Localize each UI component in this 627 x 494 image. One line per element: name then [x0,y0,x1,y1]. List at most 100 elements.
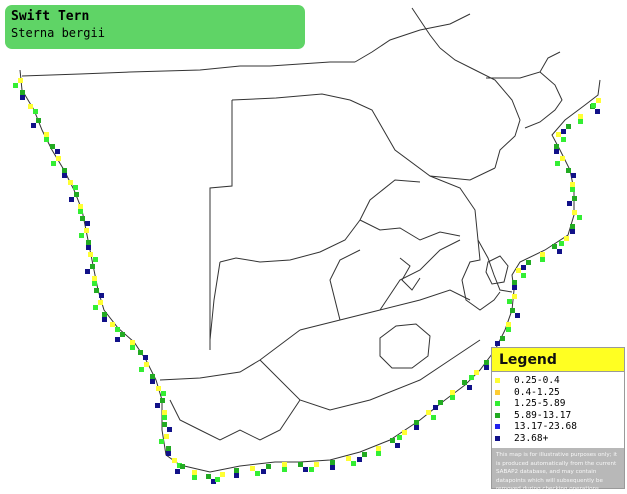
record-cell [55,149,60,154]
record-cell [155,403,160,408]
record-cell [130,340,135,345]
record-cell [572,196,577,201]
record-cell [376,446,381,451]
record-cell [255,471,260,476]
record-cell [552,244,557,249]
legend-label: 0.25-0.4 [514,375,560,387]
record-cell [450,395,455,400]
border-line [411,7,441,49]
record-cell [512,280,517,285]
record-cell [566,168,571,173]
border-line [439,47,521,169]
country-borders [19,7,601,473]
record-cell [566,124,571,129]
record-cell [161,391,166,396]
record-cell [557,249,562,254]
record-cell [395,443,400,448]
record-cell [74,192,79,197]
record-cell [298,462,303,467]
record-cell [180,464,185,469]
record-cell [206,474,211,479]
border-line [524,71,563,129]
legend-item: 13.17-23.68 [495,421,624,433]
record-cell [506,322,511,327]
record-cell [484,360,489,365]
record-cell [516,268,521,273]
record-cell [570,229,575,234]
record-cell [85,221,90,226]
record-cell [402,430,407,435]
record-cell [234,468,239,473]
border-line [219,179,421,263]
record-cell [250,466,255,471]
legend-label: 23.68+ [514,432,549,444]
record-cell [162,410,167,415]
record-cell [467,385,472,390]
record-cell [577,215,582,220]
legend-swatch [495,412,500,418]
legend-label: 0.4-1.25 [514,386,560,398]
species-scientific-name: Sterna bergii [11,26,105,40]
record-cell [68,180,73,185]
province-border [299,289,471,331]
record-cell [346,456,351,461]
record-cell [234,473,239,478]
record-cell [115,337,120,342]
record-cell [144,362,149,367]
record-cell [570,187,575,192]
record-cell [36,118,41,123]
legend-item: 5.89-13.17 [495,410,624,422]
legend-label: 1.25-5.89 [514,398,566,410]
record-cell [159,439,164,444]
record-cell [93,305,98,310]
record-cell [177,463,182,468]
record-cell [357,457,362,462]
record-cell [166,451,171,456]
record-cell [44,137,49,142]
swaziland-border [485,255,509,285]
record-cell [94,288,99,293]
record-cell [78,209,83,214]
record-cell [561,129,566,134]
record-cell [80,216,85,221]
province-border [359,219,461,241]
record-cell [84,228,89,233]
record-cell [438,400,443,405]
province-border [159,329,301,381]
record-cell [164,434,169,439]
province-border [259,339,481,411]
record-cell [431,415,436,420]
record-cell [50,144,55,149]
record-cell [426,410,431,415]
border-line [429,175,513,293]
record-cell [474,370,479,375]
record-cell [500,336,505,341]
record-cell [266,464,271,469]
record-cell [56,156,61,161]
record-cell [578,114,583,119]
record-cell [33,109,38,114]
record-cell [20,90,25,95]
record-cell [554,144,559,149]
record-cell [414,420,419,425]
record-cell [175,469,180,474]
record-cell [390,438,395,443]
record-cell [92,276,97,281]
record-cell [162,415,167,420]
record-cell [192,475,197,480]
legend-swatch [495,401,500,407]
record-cell [330,465,335,470]
record-cell [433,405,438,410]
record-cell [20,95,25,100]
record-cell [69,197,74,202]
record-cell [31,123,36,128]
record-cell [555,161,560,166]
legend-panel: Legend 0.25-0.4 0.4-1.25 1.25-5.89 5.89-13.… [491,347,625,492]
record-cell [282,462,287,467]
province-border [399,257,421,291]
record-cell [578,119,583,124]
species-common-name: Swift Tern [11,9,90,24]
record-cell [450,390,455,395]
